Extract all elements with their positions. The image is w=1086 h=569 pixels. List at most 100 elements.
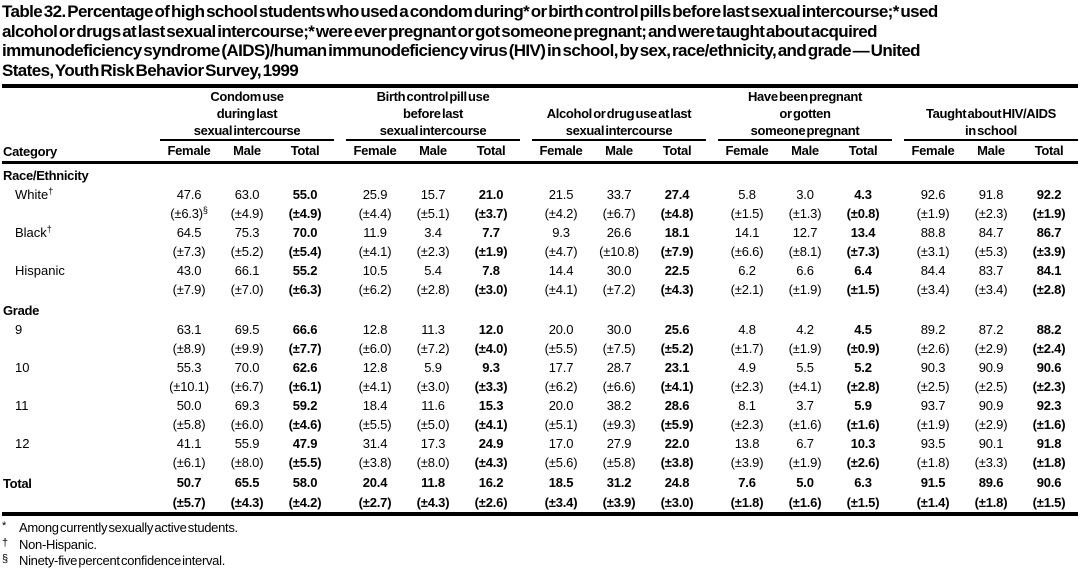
column-gap <box>334 415 346 434</box>
ci-cell: (±7.2) <box>602 282 636 297</box>
group-header-line: Birth control pill use <box>376 89 490 104</box>
column-gap <box>334 434 346 453</box>
ci-cell: (±6.3)§ <box>170 205 208 222</box>
value-cell: 24.8 <box>664 475 690 490</box>
value-cell: 93.5 <box>920 436 946 451</box>
group-header-line: Alcohol or drug use at last <box>546 106 692 121</box>
footnote-symbol: † <box>2 536 8 549</box>
value-cell: 27.4 <box>664 187 690 202</box>
ci-cell: (±7.0) <box>230 282 264 297</box>
ci-cell: (±4.1) <box>544 282 578 297</box>
group-header-line: in school <box>965 123 1017 138</box>
column-gap <box>706 453 718 472</box>
column-gap <box>706 472 718 493</box>
footnote-marker: § <box>202 205 208 215</box>
ci-cell: (±1.9) <box>1032 206 1066 221</box>
column-gap <box>148 493 160 516</box>
section-header: Grade <box>3 303 40 318</box>
ci-cell: (±3.9) <box>1032 244 1066 259</box>
value-cell: 15.3 <box>478 398 504 413</box>
column-gap <box>334 396 346 415</box>
value-cell: 11.8 <box>421 475 445 490</box>
column-gap <box>706 320 718 339</box>
value-row: White† 47.6 63.0 55.0 25.9 15.7 21.0 21.5 33.7 27… <box>2 185 1078 204</box>
ci-cell: (±4.1) <box>358 244 392 259</box>
ci-cell: (±4.2) <box>276 493 334 516</box>
column-gap <box>148 204 160 223</box>
group-header: Condom use during last sexual intercourse <box>160 86 334 141</box>
ci-cell: (±4.1) <box>788 379 822 394</box>
value-row: 11 50.0 69.3 59.2 18.4 11.6 15.3 20.0 38.2 28.6 8.… <box>2 396 1078 415</box>
value-cell: 4.2 <box>796 322 814 337</box>
column-gap <box>706 358 718 377</box>
footnote-symbol: § <box>2 553 8 565</box>
column-gap <box>148 86 160 164</box>
ci-cell: (±4.1) <box>358 379 392 394</box>
value-cell: 18.1 <box>664 225 690 240</box>
value-cell: 3.0 <box>796 187 814 202</box>
value-cell: 7.8 <box>482 263 500 278</box>
ci-cell: (±3.4) <box>974 282 1008 297</box>
row-label-spacer <box>2 415 148 434</box>
column-gap <box>892 493 904 516</box>
value-cell: 90.6 <box>1036 360 1062 375</box>
value-cell: 92.3 <box>1036 398 1062 413</box>
ci-cell: (±6.6) <box>602 379 636 394</box>
value-cell: 55.2 <box>292 263 318 278</box>
value-cell: 28.7 <box>606 360 632 375</box>
footnote-marker: † <box>46 224 52 234</box>
ci-cell: (±1.8) <box>1032 455 1066 470</box>
value-cell: 90.9 <box>978 398 1004 413</box>
value-cell: 63.1 <box>176 322 202 337</box>
ci-cell: (±4.8) <box>660 206 694 221</box>
value-cell: 90.6 <box>1036 475 1062 490</box>
ci-cell: (±6.0) <box>358 341 392 356</box>
ci-cell: (±8.0) <box>416 455 450 470</box>
group-header: Taught about HIV/AIDS in school <box>904 86 1078 141</box>
ci-row: (±7.3) (±5.2) (±5.4) (±4.1) (±2.3) (±1.9) (±4.… <box>2 242 1078 261</box>
footnote-text: Ninety-five percent confidence interval. <box>19 553 226 568</box>
ci-cell: (±7.9) <box>172 282 206 297</box>
value-cell: 31.2 <box>606 475 632 490</box>
value-cell: 70.0 <box>234 360 260 375</box>
value-cell: 5.0 <box>796 475 814 490</box>
ci-cell: (±6.2) <box>544 379 578 394</box>
data-table: Category Condom use during last sexual inte… <box>2 84 1078 516</box>
ci-cell: (±5.1) <box>416 206 450 221</box>
column-gap <box>892 280 904 299</box>
column-gap <box>148 358 160 377</box>
ci-cell: (±6.7) <box>602 206 636 221</box>
group-header-line: or gotten <box>779 106 831 121</box>
ci-cell: (±3.7) <box>474 206 508 221</box>
footnote: † Non-Hispanic. <box>2 536 1086 553</box>
value-cell: 18.5 <box>548 475 574 490</box>
value-cell: 31.4 <box>362 436 388 451</box>
subheader-total: Total <box>834 140 892 164</box>
table-title: Table 32. Percentage of high school stud… <box>2 2 1086 80</box>
footnote-text: Non-Hispanic. <box>19 536 97 552</box>
subheader-total: Total <box>1020 140 1078 164</box>
ci-cell: (±2.3) <box>730 379 764 394</box>
column-gap <box>148 396 160 415</box>
value-cell: 62.6 <box>292 360 318 375</box>
value-cell: 25.9 <box>362 187 388 202</box>
row-label: White† <box>15 186 54 203</box>
column-gap <box>520 86 532 164</box>
value-cell: 6.3 <box>854 475 872 490</box>
section-header-row: Grade <box>2 299 1078 320</box>
ci-cell: (±1.4) <box>904 493 962 516</box>
ci-cell: (±6.6) <box>730 244 764 259</box>
ci-cell: (±1.6) <box>788 417 822 432</box>
column-gap <box>706 223 718 242</box>
ci-cell: (±1.7) <box>730 341 764 356</box>
column-gap <box>520 242 532 261</box>
value-cell: 13.8 <box>734 436 760 451</box>
footnote-text: Among currently sexually active students… <box>19 520 238 535</box>
row-label-spacer <box>2 242 148 261</box>
value-cell: 84.4 <box>920 263 946 278</box>
column-gap <box>334 472 346 493</box>
value-cell: 86.7 <box>1036 225 1062 240</box>
column-gap <box>148 261 160 280</box>
column-gap <box>520 261 532 280</box>
